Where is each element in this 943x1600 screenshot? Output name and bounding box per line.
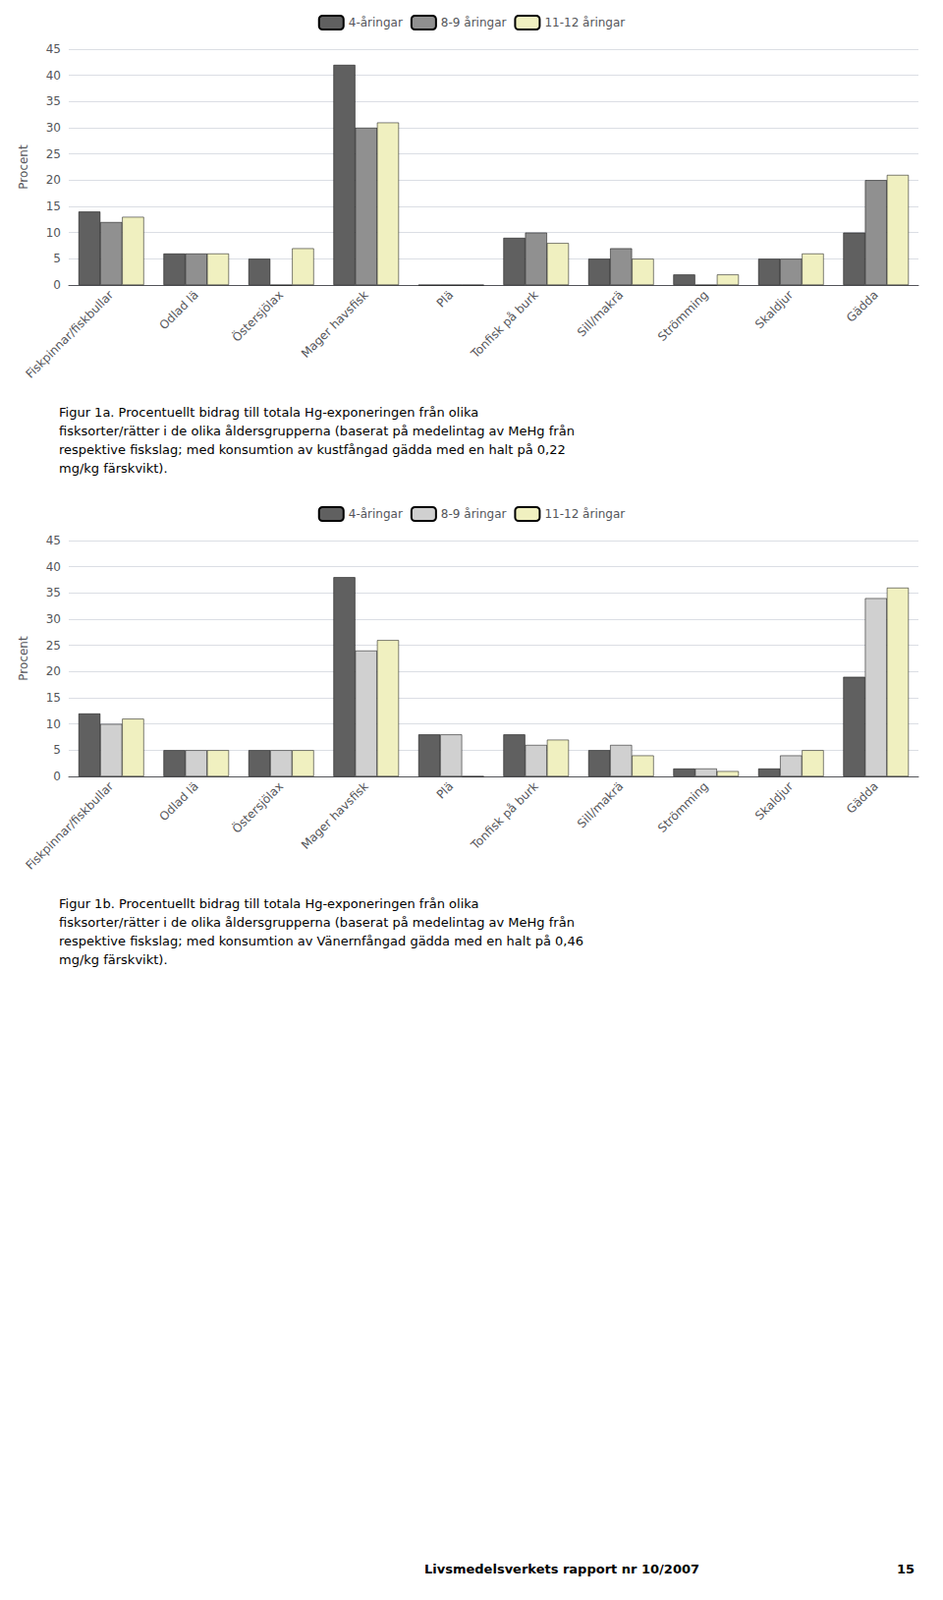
svg-text:11-12 åringar: 11-12 åringar [544, 15, 625, 30]
svg-text:mg/kg färskvikt).: mg/kg färskvikt). [58, 951, 168, 967]
svg-text:30: 30 [46, 611, 61, 626]
svg-text:Sill/makrä: Sill/makrä [574, 778, 626, 831]
svg-text:40: 40 [46, 559, 61, 574]
svg-text:Tonfisk på burk: Tonfisk på burk [467, 287, 542, 362]
svg-text:15: 15 [46, 690, 61, 705]
svg-text:30: 30 [46, 120, 61, 135]
svg-text:respektive fiskslag; med konsu: respektive fiskslag; med konsumtion av V… [58, 933, 584, 948]
svg-text:Plä: Plä [434, 287, 457, 311]
svg-text:40: 40 [46, 68, 61, 83]
svg-text:mg/kg färskvikt).: mg/kg färskvikt). [58, 460, 168, 476]
svg-text:Tonfisk på burk: Tonfisk på burk [467, 778, 542, 853]
svg-text:Plä: Plä [434, 778, 457, 802]
svg-text:15: 15 [896, 1560, 915, 1576]
svg-text:4-åringar: 4-åringar [348, 506, 403, 521]
svg-text:Skaldjur: Skaldjur [752, 778, 796, 823]
svg-text:11-12 åringar: 11-12 åringar [544, 506, 625, 521]
svg-text:25: 25 [46, 147, 61, 162]
svg-text:Östersjölax: Östersjölax [227, 286, 286, 345]
svg-text:Sill/makrä: Sill/makrä [574, 287, 626, 339]
svg-text:20: 20 [46, 172, 61, 187]
svg-text:8-9 åringar: 8-9 åringar [441, 15, 507, 30]
svg-text:Strömming: Strömming [655, 287, 712, 344]
svg-text:Odlad lä: Odlad lä [157, 778, 202, 824]
svg-text:Fiskpinnar/fiskbullar: Fiskpinnar/fiskbullar [23, 778, 117, 873]
svg-text:Mager havsfisk: Mager havsfisk [298, 778, 372, 852]
svg-text:25: 25 [46, 638, 61, 653]
svg-text:Odlad lä: Odlad lä [157, 287, 202, 333]
svg-text:Östersjölax: Östersjölax [227, 777, 286, 836]
svg-text:4-åringar: 4-åringar [348, 15, 403, 30]
svg-text:Gädda: Gädda [843, 778, 882, 817]
svg-text:45: 45 [46, 42, 61, 56]
svg-text:Strömming: Strömming [655, 778, 712, 835]
svg-text:Procent: Procent [16, 144, 31, 190]
svg-text:5: 5 [53, 742, 61, 757]
svg-text:respektive fiskslag; med konsu: respektive fiskslag; med konsumtion av k… [58, 442, 566, 457]
svg-text:Gädda: Gädda [843, 287, 882, 326]
svg-text:15: 15 [46, 199, 61, 214]
svg-text:Fiskpinnar/fiskbullar: Fiskpinnar/fiskbullar [23, 287, 117, 382]
svg-text:35: 35 [46, 94, 61, 109]
svg-text:Mager havsfisk: Mager havsfisk [298, 287, 372, 361]
svg-text:8-9 åringar: 8-9 åringar [441, 506, 507, 521]
svg-text:35: 35 [46, 585, 61, 600]
svg-text:10: 10 [46, 225, 61, 240]
svg-text:fisksorter/rätter i de olika å: fisksorter/rätter i de olika åldersgrupp… [58, 423, 575, 439]
svg-text:5: 5 [53, 251, 61, 266]
svg-text:0: 0 [53, 769, 61, 783]
svg-text:Figur 1a. Procentuellt bidrag: Figur 1a. Procentuellt bidrag till total… [58, 404, 479, 420]
svg-text:45: 45 [46, 533, 61, 548]
svg-text:fisksorter/rätter i de olika å: fisksorter/rätter i de olika åldersgrupp… [58, 914, 575, 930]
svg-text:10: 10 [46, 717, 61, 731]
svg-text:0: 0 [53, 277, 61, 292]
svg-text:Procent: Procent [16, 635, 31, 681]
svg-text:Livsmedelsverkets rapport nr 1: Livsmedelsverkets rapport nr 10/2007 [424, 1560, 700, 1576]
svg-text:Skaldjur: Skaldjur [752, 287, 796, 332]
svg-text:20: 20 [46, 664, 61, 678]
svg-text:Figur 1b. Procentuellt bidrag: Figur 1b. Procentuellt bidrag till total… [58, 895, 480, 911]
